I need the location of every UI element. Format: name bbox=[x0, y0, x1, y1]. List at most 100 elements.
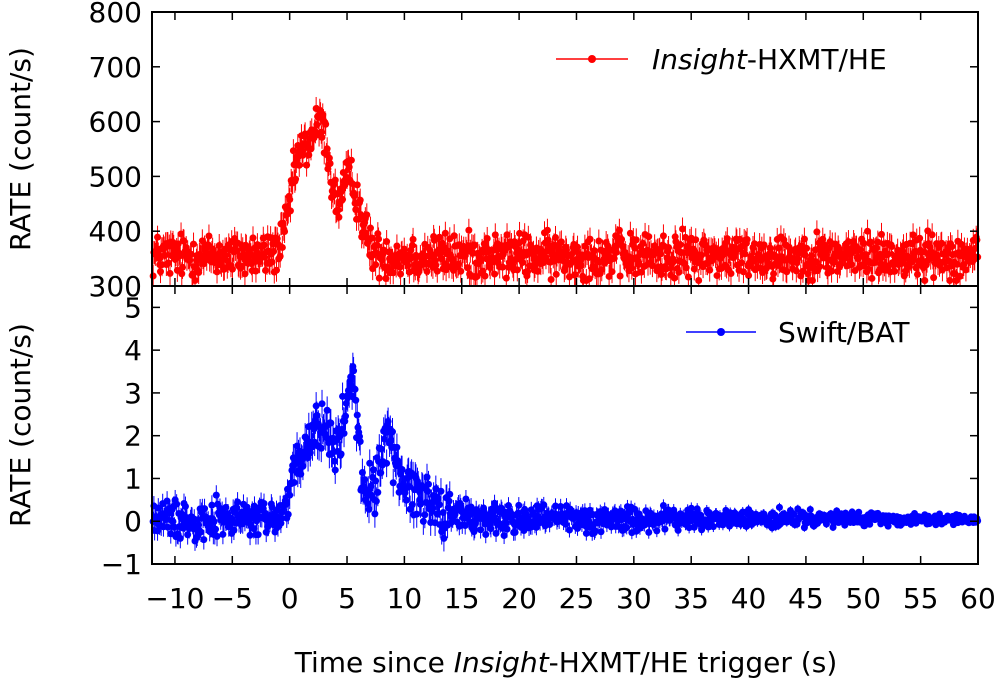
point-marker bbox=[675, 268, 683, 276]
point-marker bbox=[574, 243, 582, 251]
point-marker bbox=[679, 225, 687, 233]
point-marker bbox=[657, 270, 665, 278]
data-point bbox=[205, 224, 213, 248]
point-marker bbox=[154, 233, 162, 241]
point-marker bbox=[350, 192, 358, 200]
data-point bbox=[154, 225, 162, 249]
point-marker bbox=[956, 272, 964, 280]
data-point bbox=[586, 227, 594, 251]
data-point bbox=[868, 266, 876, 286]
top-data-points bbox=[149, 96, 982, 286]
point-marker bbox=[608, 268, 616, 276]
point-marker bbox=[435, 501, 443, 509]
point-marker bbox=[543, 226, 551, 234]
data-point bbox=[665, 236, 673, 260]
point-marker bbox=[156, 268, 164, 276]
data-point bbox=[375, 227, 383, 251]
point-marker bbox=[946, 277, 954, 285]
point-marker bbox=[441, 229, 449, 237]
data-point bbox=[278, 235, 286, 259]
point-marker bbox=[552, 270, 560, 278]
point-marker bbox=[331, 466, 339, 474]
point-marker bbox=[847, 261, 855, 269]
data-point bbox=[552, 262, 560, 286]
point-marker bbox=[437, 487, 445, 495]
point-marker bbox=[921, 277, 929, 285]
point-marker bbox=[695, 277, 703, 285]
point-marker bbox=[482, 531, 490, 539]
data-point bbox=[363, 203, 371, 227]
point-marker bbox=[261, 266, 269, 274]
data-point bbox=[335, 205, 343, 229]
point-marker bbox=[347, 156, 355, 164]
point-marker bbox=[769, 275, 777, 283]
data-point bbox=[928, 223, 936, 247]
point-marker bbox=[409, 235, 417, 243]
top-legend: Insight-HXMT/HE bbox=[556, 43, 887, 76]
data-point bbox=[372, 253, 380, 277]
data-point bbox=[695, 269, 703, 286]
point-marker bbox=[278, 243, 286, 251]
data-point bbox=[481, 264, 489, 286]
point-marker bbox=[389, 428, 397, 436]
point-marker bbox=[181, 502, 189, 510]
point-marker bbox=[665, 244, 673, 252]
point-marker bbox=[249, 234, 257, 242]
point-marker bbox=[295, 161, 303, 169]
data-point bbox=[739, 260, 747, 284]
data-point bbox=[891, 259, 899, 283]
point-marker bbox=[292, 175, 300, 183]
point-marker bbox=[213, 268, 221, 276]
data-point bbox=[816, 255, 824, 279]
point-marker bbox=[930, 274, 938, 282]
data-point bbox=[670, 250, 678, 274]
point-marker bbox=[372, 261, 380, 269]
data-point bbox=[289, 139, 297, 163]
point-marker bbox=[356, 438, 364, 446]
point-marker bbox=[353, 411, 361, 419]
point-marker bbox=[739, 268, 747, 276]
point-marker bbox=[322, 120, 330, 128]
data-point bbox=[616, 264, 624, 286]
point-marker bbox=[375, 274, 383, 282]
data-point bbox=[292, 167, 300, 191]
point-marker bbox=[389, 479, 397, 487]
point-marker bbox=[371, 510, 379, 518]
point-marker bbox=[449, 256, 457, 264]
point-marker bbox=[374, 488, 382, 496]
point-marker bbox=[383, 459, 391, 467]
point-marker bbox=[432, 261, 440, 269]
point-marker bbox=[352, 396, 360, 404]
point-marker bbox=[440, 534, 448, 542]
point-marker bbox=[178, 270, 186, 278]
point-marker bbox=[465, 226, 473, 234]
data-point bbox=[281, 220, 289, 244]
point-marker bbox=[215, 242, 223, 250]
data-point bbox=[632, 262, 640, 286]
point-marker bbox=[632, 270, 640, 278]
point-marker bbox=[676, 241, 684, 249]
point-marker bbox=[191, 277, 199, 285]
data-point bbox=[195, 261, 203, 285]
data-point bbox=[353, 173, 361, 197]
point-marker bbox=[212, 525, 220, 533]
data-point bbox=[513, 258, 521, 282]
point-marker bbox=[290, 479, 298, 487]
point-marker bbox=[916, 234, 924, 242]
point-marker bbox=[326, 159, 334, 167]
point-marker bbox=[331, 176, 339, 184]
data-point bbox=[783, 260, 791, 284]
data-point bbox=[326, 151, 334, 175]
data-point bbox=[750, 232, 758, 256]
point-marker bbox=[363, 211, 371, 219]
point-marker bbox=[616, 272, 624, 280]
point-marker bbox=[745, 272, 753, 280]
point-marker bbox=[547, 276, 555, 284]
point-marker bbox=[662, 265, 670, 273]
data-point bbox=[632, 228, 640, 252]
point-marker bbox=[201, 505, 209, 513]
point-marker bbox=[200, 536, 208, 544]
point-marker bbox=[585, 275, 593, 283]
point-marker bbox=[195, 269, 203, 277]
y-tick-label: 700 bbox=[89, 51, 142, 84]
